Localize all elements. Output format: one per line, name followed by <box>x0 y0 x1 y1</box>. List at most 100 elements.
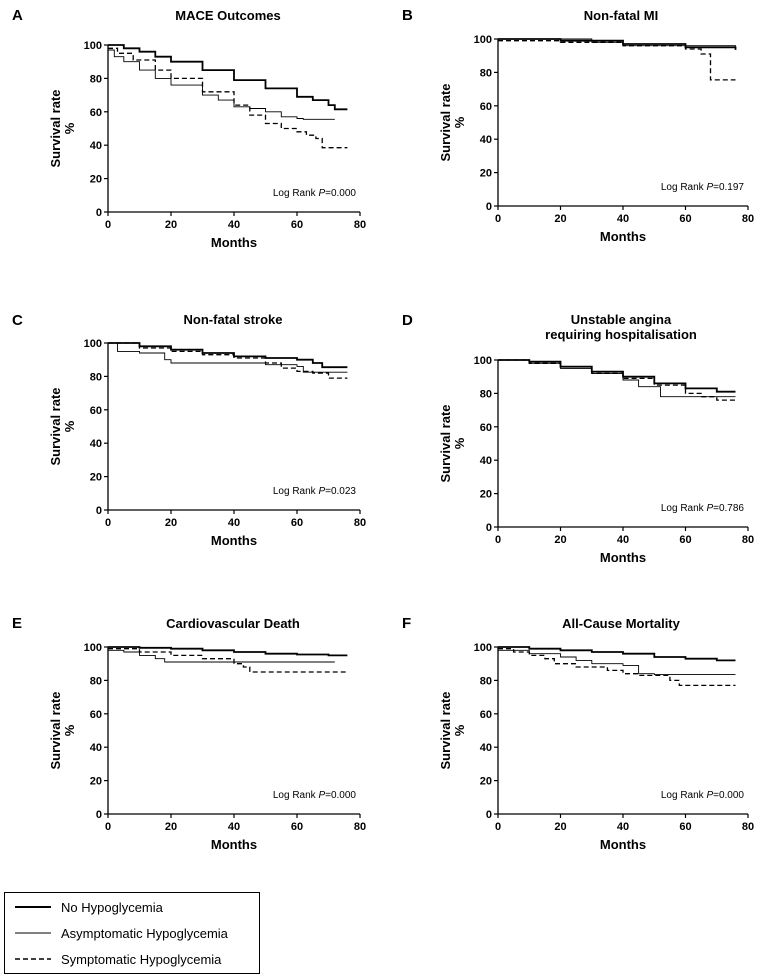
panel-c: C Non-fatal stroke 0 20 40 60 80 0 20 40 60 80 100 Mo… <box>12 312 366 548</box>
x-tick-label: 80 <box>354 821 366 833</box>
series-no-hypoglycemia <box>108 44 348 111</box>
y-tick-label: 60 <box>480 709 492 721</box>
legend-item-no-hypoglycemia: No Hypoglycemia <box>13 897 163 917</box>
panel-letter: D <box>402 312 413 329</box>
series-no-hypoglycemia <box>108 342 348 369</box>
x-tick-label: 40 <box>228 517 240 529</box>
legend-swatch-solid-thin <box>15 932 51 934</box>
x-tick-label: 60 <box>679 213 691 225</box>
x-tick-label: 60 <box>679 534 691 546</box>
x-tick-label: 60 <box>291 219 303 231</box>
panel-f: F All-Cause Mortality 0 20 40 60 80 0 20 40 60 80 10… <box>402 615 754 852</box>
series-asymptomatic-hypoglycemia <box>108 342 348 373</box>
panel-b: B Non-fatal MI 0 20 40 60 80 0 20 40 60 80 100 Months… <box>402 7 754 244</box>
x-tick-label: 40 <box>228 821 240 833</box>
x-tick-label: 40 <box>228 219 240 231</box>
y-axis-label: Survival rate <box>48 89 63 167</box>
legend-swatch-solid-thick <box>15 906 51 908</box>
panel-letter: F <box>402 615 411 632</box>
panel-letter: E <box>12 615 22 632</box>
y-axis-label: Survival rate <box>48 691 63 769</box>
y-tick-label: 40 <box>90 140 102 152</box>
log-rank-annotation: Log Rank P=0.000 <box>661 790 745 801</box>
x-axis-label: Months <box>600 229 646 244</box>
x-tick-label: 80 <box>742 534 754 546</box>
panel-a: A MACE Outcomes 0 20 40 60 80 0 20 40 60 80 100 Month… <box>12 7 366 250</box>
x-tick-label: 0 <box>495 534 501 546</box>
legend: No Hypoglycemia Asymptomatic Hypoglycemi… <box>4 892 260 974</box>
x-axis-label: Months <box>600 550 646 565</box>
y-tick-label: 60 <box>90 107 102 119</box>
y-axis-label-unit: % <box>452 437 467 449</box>
y-tick-label: 80 <box>480 675 492 687</box>
panel-title: Non-fatal stroke <box>184 312 283 327</box>
legend-swatch-dashed <box>15 958 51 960</box>
y-tick-label: 100 <box>84 40 102 52</box>
y-tick-label: 40 <box>90 438 102 450</box>
legend-item-asymptomatic-hypoglycemia: Asymptomatic Hypoglycemia <box>13 923 228 943</box>
y-axis-label: Survival rate <box>48 387 63 465</box>
x-tick-label: 20 <box>554 821 566 833</box>
y-axis-label: Survival rate <box>438 83 453 161</box>
y-tick-label: 40 <box>480 455 492 467</box>
y-axis-label: Survival rate <box>438 691 453 769</box>
y-axis-label-unit: % <box>62 420 77 432</box>
x-tick-label: 80 <box>742 821 754 833</box>
y-tick-label: 100 <box>474 642 492 654</box>
series-symptomatic-hypoglycemia <box>498 40 736 81</box>
x-tick-label: 0 <box>105 219 111 231</box>
y-axis-label-unit: % <box>452 116 467 128</box>
y-axis-label-unit: % <box>62 122 77 134</box>
y-tick-label: 60 <box>90 405 102 417</box>
y-tick-label: 0 <box>96 505 102 517</box>
y-tick-label: 60 <box>480 422 492 434</box>
x-tick-label: 40 <box>617 213 629 225</box>
series-symptomatic-hypoglycemia <box>498 648 736 687</box>
panel-e: E Cardiovascular Death 0 20 40 60 80 0 20 40 60 80 1… <box>12 615 366 852</box>
series-symptomatic-hypoglycemia <box>108 648 348 673</box>
y-tick-label: 0 <box>486 809 492 821</box>
panel-title: All-Cause Mortality <box>562 616 681 631</box>
x-tick-label: 60 <box>291 821 303 833</box>
series-asymptomatic-hypoglycemia <box>108 49 335 120</box>
y-tick-label: 0 <box>96 207 102 219</box>
x-tick-label: 0 <box>495 821 501 833</box>
y-axis-label-unit: % <box>62 724 77 736</box>
series-no-hypoglycemia <box>498 359 736 393</box>
x-tick-label: 0 <box>495 213 501 225</box>
legend-label: Symptomatic Hypoglycemia <box>61 951 222 967</box>
log-rank-annotation: Log Rank P=0.000 <box>273 790 357 801</box>
x-tick-label: 20 <box>165 219 177 231</box>
y-tick-label: 100 <box>474 34 492 46</box>
y-tick-label: 60 <box>480 101 492 113</box>
log-rank-annotation: Log Rank P=0.023 <box>273 486 357 497</box>
panel-letter: C <box>12 312 23 329</box>
y-tick-label: 40 <box>480 742 492 754</box>
y-tick-label: 0 <box>486 522 492 534</box>
x-tick-label: 80 <box>354 517 366 529</box>
series-no-hypoglycemia <box>498 646 736 662</box>
panel-title: Non-fatal MI <box>584 8 658 23</box>
series-symptomatic-hypoglycemia <box>498 359 736 401</box>
panel-letter: B <box>402 7 413 24</box>
panel-title: Unstable angina <box>571 312 672 327</box>
x-tick-label: 40 <box>617 821 629 833</box>
legend-label: No Hypoglycemia <box>61 899 163 915</box>
y-tick-label: 80 <box>480 67 492 79</box>
x-tick-label: 20 <box>165 821 177 833</box>
log-rank-annotation: Log Rank P=0.786 <box>661 503 745 514</box>
series-asymptomatic-hypoglycemia <box>498 38 736 48</box>
x-tick-label: 20 <box>165 517 177 529</box>
x-tick-label: 40 <box>617 534 629 546</box>
x-tick-label: 80 <box>742 213 754 225</box>
x-tick-label: 20 <box>554 534 566 546</box>
y-tick-label: 100 <box>84 338 102 350</box>
y-tick-label: 80 <box>480 388 492 400</box>
y-tick-label: 20 <box>90 776 102 788</box>
x-axis-label: Months <box>211 533 257 548</box>
x-axis-label: Months <box>211 235 257 250</box>
y-tick-label: 40 <box>480 134 492 146</box>
x-axis-label: Months <box>600 837 646 852</box>
